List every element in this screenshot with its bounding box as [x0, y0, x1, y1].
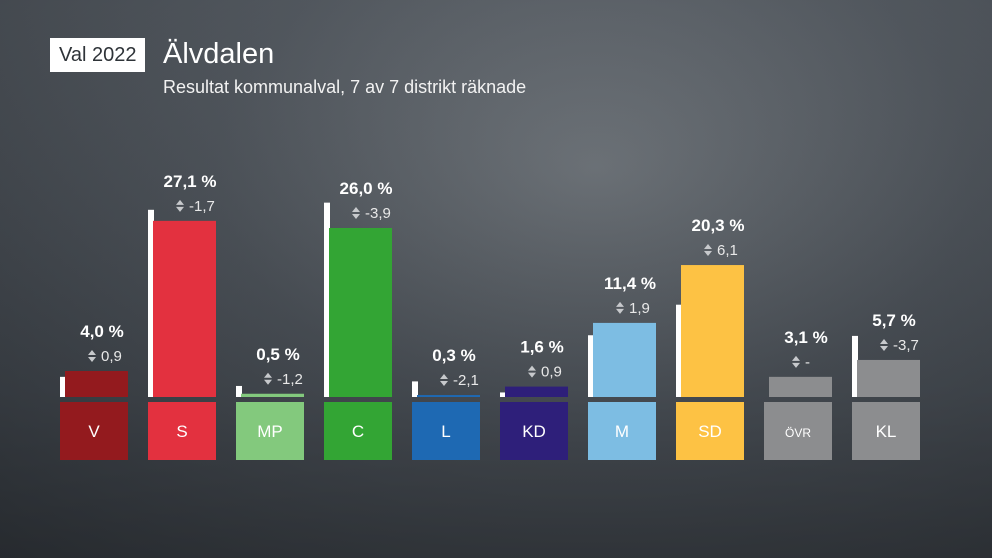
party-box-kd [500, 402, 568, 460]
bar-kl [857, 359, 920, 397]
change-down-icon [528, 372, 536, 378]
party-box-sd [676, 402, 744, 460]
change-up-icon [792, 355, 800, 361]
value-label-mp: 0,5 % [256, 345, 299, 364]
party-label-c: C [352, 422, 364, 441]
change-down-icon [264, 379, 272, 385]
change-down-icon [704, 251, 712, 257]
bar-mp [241, 393, 304, 397]
party-label-sd: SD [698, 422, 722, 441]
bar-previous-sd [676, 304, 682, 397]
change-up-icon [528, 365, 536, 371]
party-label-övr: ÖVR [785, 426, 811, 440]
change-up-icon [176, 199, 184, 205]
bar-previous-v [60, 376, 66, 397]
change-label-kl: -3,7 [893, 337, 919, 354]
party-box-s [148, 402, 216, 460]
party-label-kd: KD [522, 422, 546, 441]
party-label-kl: KL [876, 422, 897, 441]
change-up-icon [352, 207, 360, 212]
value-label-l: 0,3 % [432, 346, 475, 365]
change-label-c: -3,9 [365, 205, 391, 222]
bar-previous-l [412, 381, 418, 397]
change-label-övr: - [805, 354, 810, 371]
change-down-icon [88, 357, 96, 362]
bar-previous-kd [500, 392, 506, 397]
party-label-mp: MP [257, 422, 283, 441]
party-box-v [60, 402, 128, 460]
party-box-mp [236, 402, 304, 460]
bar-s [153, 220, 216, 397]
bar-kd [505, 386, 568, 397]
change-label-s: -1,7 [189, 198, 215, 215]
change-down-icon [880, 345, 888, 351]
value-label-s: 27,1 % [164, 172, 217, 191]
party-label-m: M [615, 422, 629, 441]
change-label-sd: 6,1 [717, 242, 738, 259]
value-label-m: 11,4 % [604, 274, 656, 293]
bar-c [329, 228, 392, 397]
change-down-icon [616, 308, 624, 314]
party-box-övr [764, 402, 832, 460]
party-box-l [412, 402, 480, 460]
change-down-icon [792, 362, 800, 368]
bar-v [65, 371, 128, 397]
change-up-icon [264, 372, 272, 378]
change-down-icon [176, 206, 184, 212]
change-label-kd: 0,9 [541, 364, 562, 381]
change-label-mp: -1,2 [277, 371, 303, 388]
page-subtitle: Resultat kommunalval, 7 av 7 distrikt rä… [163, 77, 527, 97]
bar-m [593, 322, 656, 397]
change-up-icon [440, 374, 448, 380]
party-label-s: S [176, 422, 187, 441]
change-label-m: 1,9 [629, 300, 650, 317]
bar-previous-c [324, 202, 330, 397]
party-label-l: L [441, 422, 450, 441]
change-up-icon [880, 338, 888, 344]
change-label-l: -2,1 [453, 372, 479, 389]
change-up-icon [616, 301, 624, 307]
bar-l [417, 395, 480, 397]
party-label-v: V [88, 422, 100, 441]
change-down-icon [440, 381, 448, 387]
bar-previous-s [148, 209, 154, 397]
change-down-icon [352, 214, 360, 219]
value-label-kl: 5,7 % [872, 311, 915, 330]
change-up-icon [704, 244, 712, 250]
value-label-sd: 20,3 % [692, 216, 745, 235]
election-badge: Val 2022 [50, 38, 146, 72]
bar-sd [681, 265, 744, 397]
bar-previous-mp [236, 385, 242, 397]
value-label-kd: 1,6 % [520, 338, 563, 357]
change-label-v: 0,9 [101, 348, 122, 365]
party-box-kl [852, 402, 920, 460]
bar-previous-m [588, 335, 594, 397]
page-title: Älvdalen [163, 38, 275, 70]
value-label-övr: 3,1 % [784, 328, 827, 347]
change-up-icon [88, 350, 96, 355]
bar-previous-kl [852, 335, 858, 397]
value-label-c: 26,0 % [340, 179, 393, 198]
value-label-v: 4,0 % [80, 322, 123, 341]
party-box-m [588, 402, 656, 460]
bar-övr [769, 376, 832, 397]
party-box-c [324, 402, 392, 460]
